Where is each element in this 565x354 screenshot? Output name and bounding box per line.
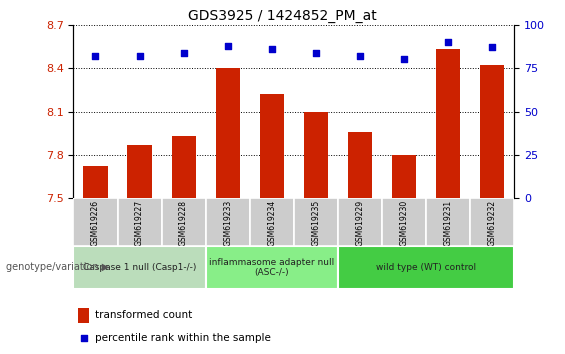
Bar [294, 198, 338, 246]
Bar [84, 166, 107, 198]
Text: GDS3925 / 1424852_PM_at: GDS3925 / 1424852_PM_at [188, 9, 377, 23]
Point [488, 45, 497, 50]
Text: GSM619233: GSM619233 [223, 200, 232, 246]
Text: GSM619227: GSM619227 [135, 200, 144, 246]
Bar [162, 198, 206, 246]
Point [311, 50, 320, 55]
Text: GSM619230: GSM619230 [399, 200, 408, 246]
Point [91, 53, 100, 59]
Bar [206, 198, 250, 246]
Text: Caspase 1 null (Casp1-/-): Caspase 1 null (Casp1-/-) [83, 263, 196, 272]
Bar [480, 65, 504, 198]
Bar [304, 112, 328, 198]
Point [267, 46, 276, 52]
Bar [78, 308, 89, 323]
Text: wild type (WT) control: wild type (WT) control [376, 263, 476, 272]
Bar [128, 145, 151, 198]
Bar [348, 132, 372, 198]
Text: GSM619235: GSM619235 [311, 200, 320, 246]
Bar [338, 198, 382, 246]
Point [79, 335, 88, 341]
Bar [216, 68, 240, 198]
Point [179, 50, 188, 55]
Point [135, 53, 144, 59]
Bar [73, 198, 118, 246]
Bar [250, 198, 294, 246]
Text: GSM619234: GSM619234 [267, 200, 276, 246]
Bar [260, 94, 284, 198]
Text: GSM619229: GSM619229 [355, 200, 364, 246]
Point [223, 43, 232, 48]
Point [355, 53, 364, 59]
Bar [470, 198, 514, 246]
Text: genotype/variation ▶: genotype/variation ▶ [6, 262, 109, 272]
Point [444, 39, 453, 45]
Text: percentile rank within the sample: percentile rank within the sample [94, 333, 271, 343]
Point [399, 57, 408, 62]
Text: inflammasome adapter null
(ASC-/-): inflammasome adapter null (ASC-/-) [209, 258, 334, 277]
Bar [172, 136, 195, 198]
Bar [426, 198, 470, 246]
Bar [382, 198, 426, 246]
Bar [206, 246, 338, 289]
Bar [338, 246, 514, 289]
Bar [118, 198, 162, 246]
Text: GSM619228: GSM619228 [179, 200, 188, 246]
Text: GSM619232: GSM619232 [488, 200, 497, 246]
Bar [436, 49, 460, 198]
Text: GSM619231: GSM619231 [444, 200, 453, 246]
Bar [392, 155, 416, 198]
Text: transformed count: transformed count [94, 310, 192, 320]
Bar [73, 246, 206, 289]
Text: GSM619226: GSM619226 [91, 200, 100, 246]
